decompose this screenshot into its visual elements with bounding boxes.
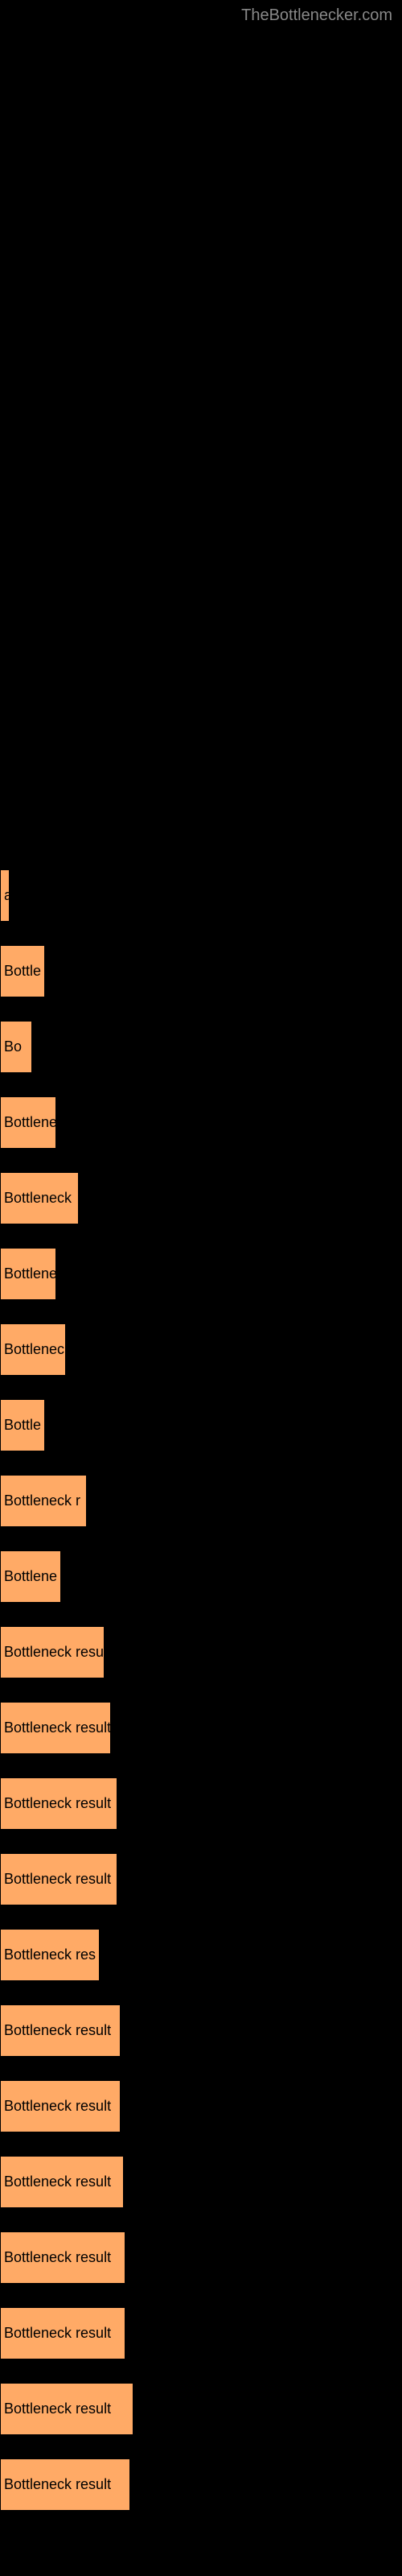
bar-label-17: Bottleneck result	[4, 2174, 111, 2190]
bar-label-19: Bottleneck result	[4, 2325, 111, 2342]
bar-13: Bottleneck result	[0, 1853, 117, 1905]
bar-label-15: Bottleneck result	[4, 2022, 111, 2039]
bar-5: Bottlene	[0, 1248, 56, 1300]
bar-6: Bottlenec	[0, 1323, 66, 1376]
bar-0: a	[0, 869, 10, 922]
bar-label-5: Bottlene	[4, 1265, 56, 1282]
bar-7: Bottle	[0, 1399, 45, 1451]
bar-label-1: Bottle	[4, 963, 41, 980]
bar-17: Bottleneck result	[0, 2156, 124, 2208]
bar-label-12: Bottleneck result	[4, 1795, 111, 1812]
watermark: TheBottlenecker.com	[241, 6, 392, 25]
bar-label-16: Bottleneck result	[4, 2098, 111, 2115]
bar-label-21: Bottleneck result	[4, 2476, 111, 2493]
bar-label-20: Bottleneck result	[4, 2401, 111, 2417]
bar-label-3: Bottlene	[4, 1114, 56, 1131]
bar-1: Bottle	[0, 945, 45, 997]
bar-18: Bottleneck result	[0, 2231, 125, 2284]
bar-2: Bo	[0, 1021, 32, 1073]
bar-12: Bottleneck result	[0, 1777, 117, 1830]
bar-8: Bottleneck r	[0, 1475, 87, 1527]
bar-19: Bottleneck result	[0, 2307, 125, 2359]
bar-label-7: Bottle	[4, 1417, 41, 1434]
bar-9: Bottlene	[0, 1550, 61, 1603]
bar-label-4: Bottleneck	[4, 1190, 72, 1207]
bar-label-18: Bottleneck result	[4, 2249, 111, 2266]
bar-label-13: Bottleneck result	[4, 1871, 111, 1888]
bar-label-8: Bottleneck r	[4, 1492, 80, 1509]
bar-16: Bottleneck result	[0, 2080, 121, 2132]
bar-20: Bottleneck result	[0, 2383, 133, 2435]
bar-14: Bottleneck res	[0, 1929, 100, 1981]
bar-label-14: Bottleneck res	[4, 1946, 96, 1963]
bar-4: Bottleneck	[0, 1172, 79, 1224]
bar-11: Bottleneck result	[0, 1702, 111, 1754]
bar-label-0: a	[4, 887, 10, 904]
bar-label-9: Bottlene	[4, 1568, 57, 1585]
bar-3: Bottlene	[0, 1096, 56, 1149]
bar-label-11: Bottleneck result	[4, 1719, 111, 1736]
bar-10: Bottleneck resu	[0, 1626, 105, 1678]
bar-label-2: Bo	[4, 1038, 22, 1055]
bar-label-6: Bottlenec	[4, 1341, 64, 1358]
bar-label-10: Bottleneck resu	[4, 1644, 104, 1661]
bar-15: Bottleneck result	[0, 2004, 121, 2057]
bar-21: Bottleneck result	[0, 2458, 130, 2511]
chart-container: TheBottlenecker.com a Bottle Bo Bottlene Bot…	[0, 0, 402, 2576]
